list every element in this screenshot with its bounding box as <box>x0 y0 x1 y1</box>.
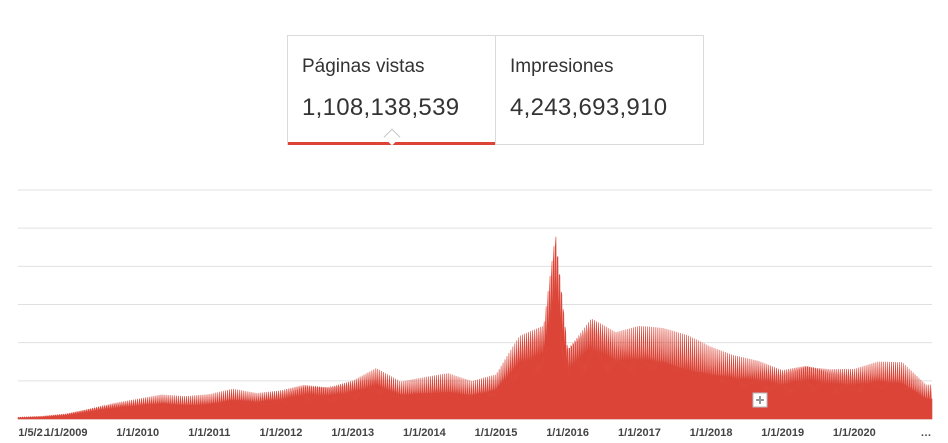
zoom-handle-icon[interactable] <box>752 392 768 408</box>
x-tick-label: 1/1/2016 <box>546 427 589 439</box>
x-tick-label: 1/1/2020 <box>833 427 876 439</box>
series-area <box>17 236 933 420</box>
x-tick-label: 1/1/2009 <box>45 427 88 439</box>
x-tick-label: 1/1/2012 <box>260 427 303 439</box>
x-tick-label: 1/5/2… <box>18 427 53 439</box>
tab-impresiones[interactable]: Impresiones 4,243,693,910 <box>496 36 703 144</box>
x-tick-label: 1/1/2010 <box>116 427 159 439</box>
x-tick-label: 1/1/2011 <box>188 427 230 439</box>
x-tick-label: 1/1/2018 <box>690 427 733 439</box>
x-tick-label: 1/1/2017 <box>618 427 661 439</box>
x-tick-label: 1/1/2019 <box>761 427 804 439</box>
x-tick-label: 1/1/2014 <box>403 427 447 439</box>
tab-label: Impresiones <box>510 56 614 77</box>
tab-paginas-vistas[interactable]: Páginas vistas 1,108,138,539 <box>288 36 496 146</box>
metric-tabs: Páginas vistas 1,108,138,539 Impresiones… <box>287 35 704 146</box>
tab-value: 4,243,693,910 <box>510 94 668 121</box>
x-tick-label: 1/1/2015 <box>475 427 518 439</box>
chart-series <box>17 236 933 420</box>
tab-label: Páginas vistas <box>302 56 425 77</box>
x-tick-label: … <box>921 427 932 439</box>
x-tick-label: 1/1/2013 <box>331 427 374 439</box>
tab-value: 1,108,138,539 <box>302 94 460 121</box>
x-axis-labels: 1/5/2…1/1/2009 1/1/2010 1/1/2011 1/1/2012 1/… <box>18 427 931 439</box>
